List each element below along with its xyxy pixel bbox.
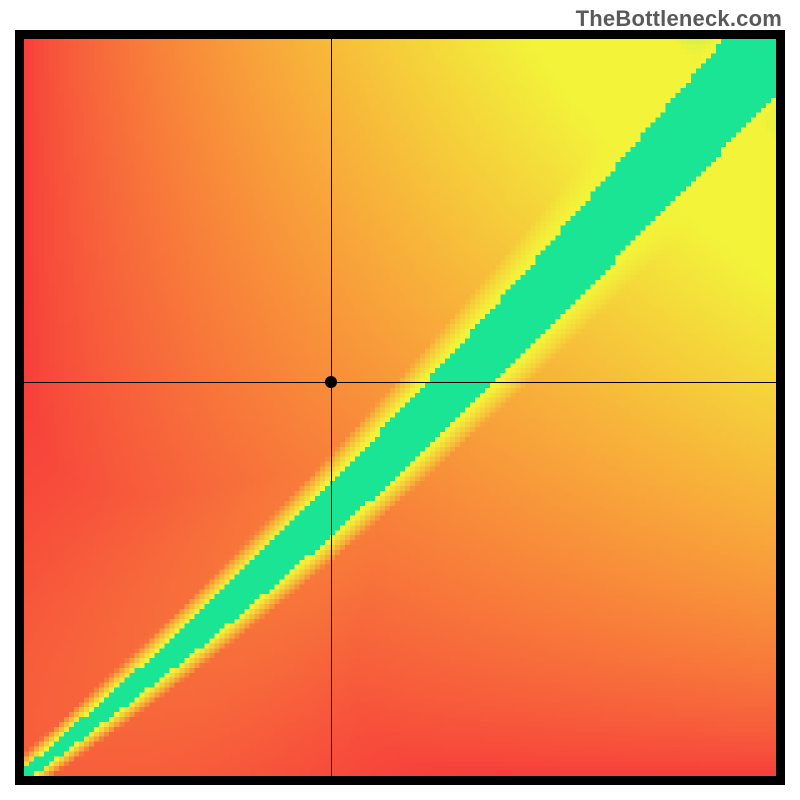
plot-frame bbox=[15, 30, 785, 785]
marker-dot bbox=[325, 376, 337, 388]
root: TheBottleneck.com bbox=[0, 0, 800, 800]
plot-area bbox=[24, 39, 776, 776]
crosshair-vertical bbox=[331, 39, 332, 776]
watermark-text: TheBottleneck.com bbox=[576, 6, 782, 32]
crosshair-horizontal bbox=[24, 382, 776, 383]
heatmap-canvas bbox=[24, 39, 776, 776]
